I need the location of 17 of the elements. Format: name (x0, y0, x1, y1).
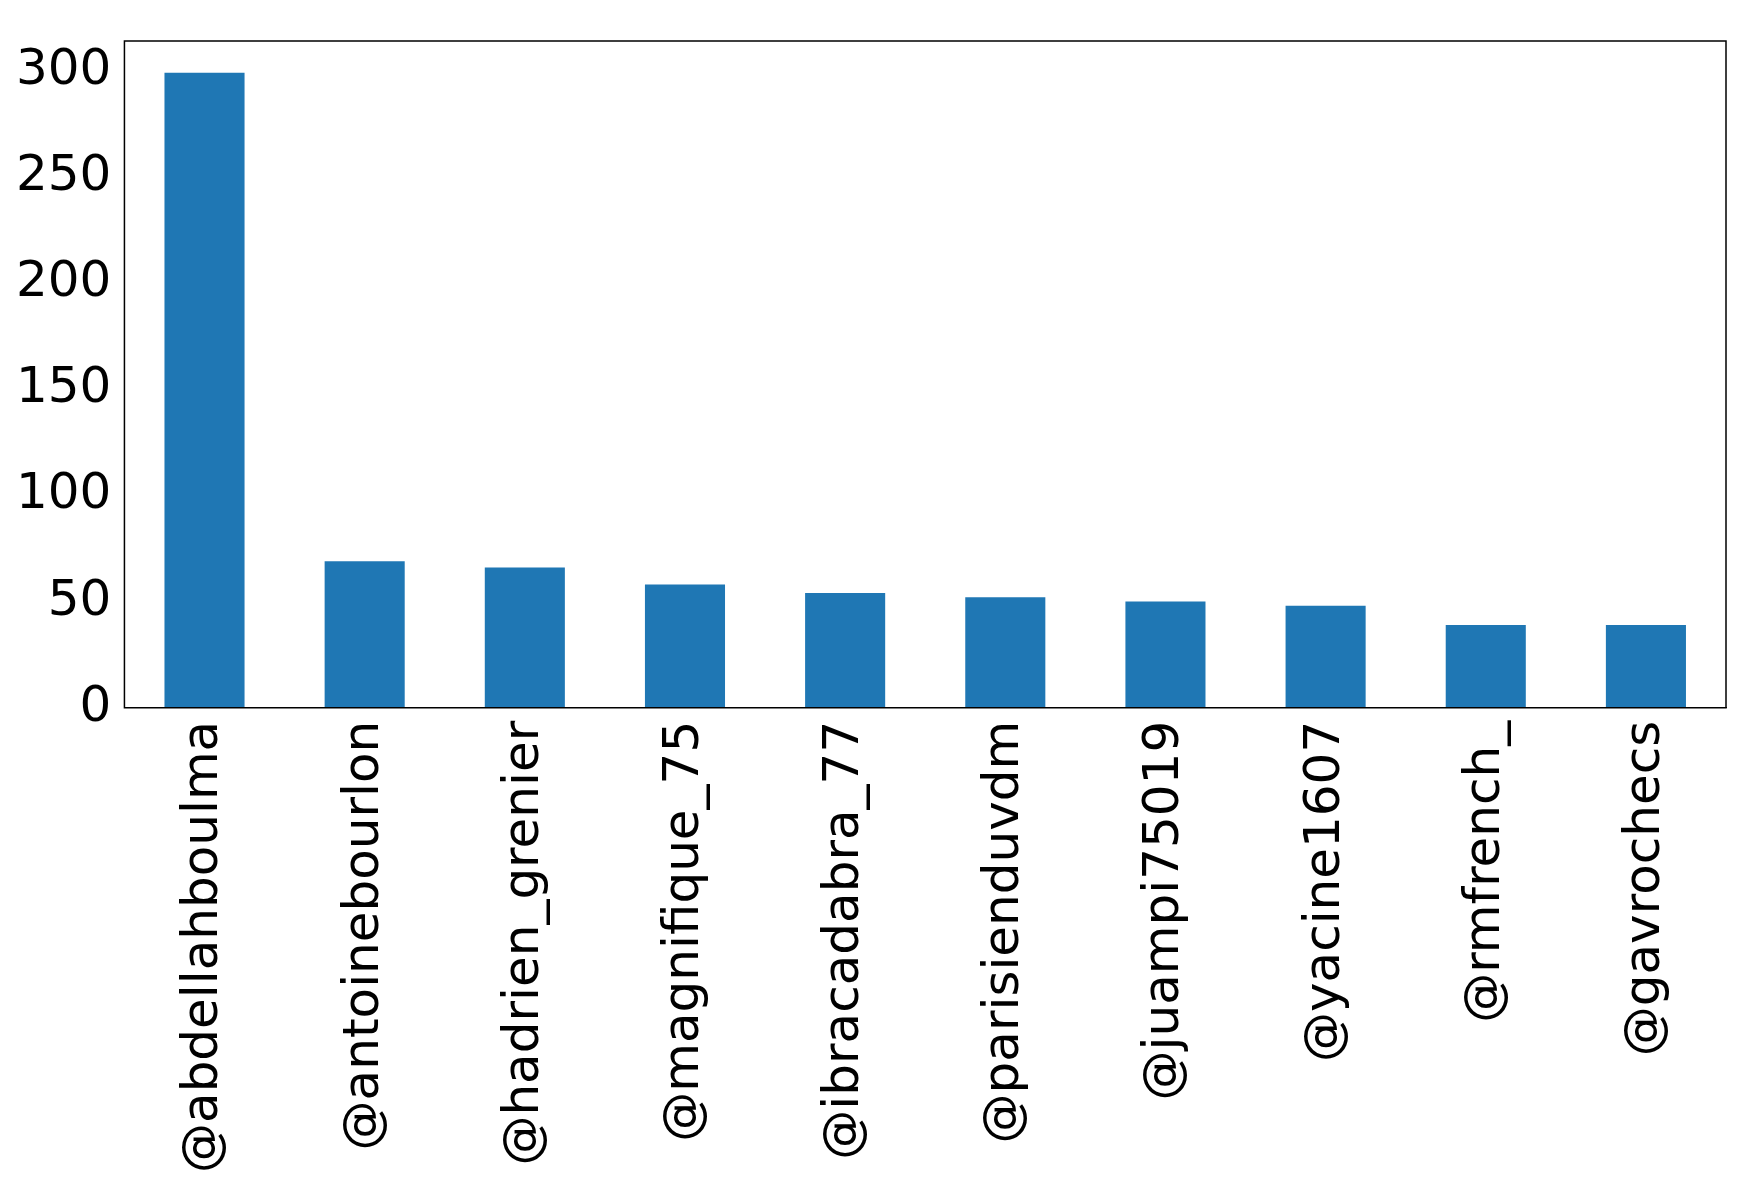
x-tick-label: @abdellahboulma (171, 720, 230, 1173)
y-tick-label: 200 (16, 250, 112, 309)
x-tick-label: @yacine1607 (1292, 720, 1351, 1063)
y-tick-label: 100 (16, 462, 112, 521)
x-tick-label: @juampi75019 (1132, 720, 1191, 1101)
x-tick-label: @gavrochecs (1612, 720, 1671, 1057)
x-tick-label: @antoinebourlon (331, 720, 390, 1151)
x-tick-label: @magnifique_75 (651, 720, 710, 1142)
y-tick-label: 0 (79, 674, 112, 733)
y-tick-label: 50 (47, 568, 112, 627)
x-tick-label: @parisienduvdm (972, 720, 1031, 1144)
x-tick-label: @ibracadabra_77 (812, 720, 871, 1160)
x-tick-label: @hadrien_grenier (491, 720, 550, 1166)
y-tick-label: 150 (16, 356, 112, 415)
y-tick-label: 250 (16, 143, 112, 202)
y-tick-label: 300 (16, 37, 112, 96)
x-tick-label: @rmfrench_ (1452, 719, 1511, 1023)
